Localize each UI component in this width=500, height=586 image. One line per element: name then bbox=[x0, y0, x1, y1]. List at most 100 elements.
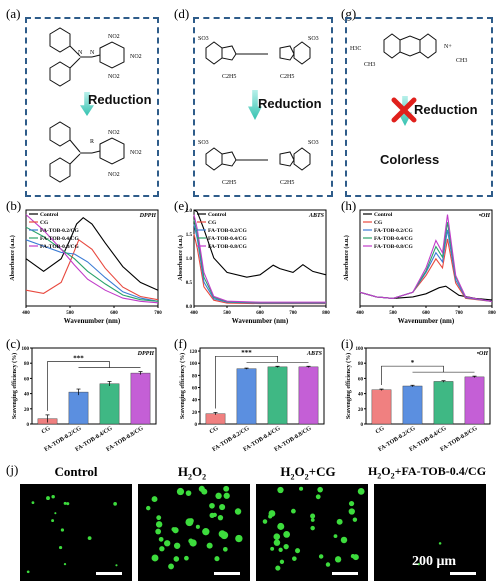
plot-frame bbox=[199, 347, 325, 425]
x-axis-label: Wavenumber (nm) bbox=[398, 317, 455, 325]
reduction-label-a: Reduction bbox=[88, 92, 152, 107]
micrograph-h2o2-cg bbox=[256, 484, 368, 581]
fluorescent-cell bbox=[158, 536, 164, 542]
fluorescent-cell bbox=[333, 534, 338, 539]
c2h5-label: C2H5 bbox=[222, 180, 236, 186]
x-tick-label: 700 bbox=[289, 311, 297, 316]
y-axis-label: Scavenging efficiency (%) bbox=[179, 353, 186, 419]
fluorescent-cell bbox=[156, 515, 162, 521]
panel-label-c: (c) bbox=[6, 336, 21, 351]
fluorescent-cell bbox=[51, 519, 55, 523]
panel-label-j: (j) bbox=[6, 462, 19, 477]
series-line-Control bbox=[193, 209, 327, 278]
legend-entry: FA-TOB-0.2/CG bbox=[40, 228, 79, 234]
legend-entry: FA-TOB-0.8/CG bbox=[40, 244, 79, 250]
bar-FA-TOB-0.4/CG bbox=[99, 383, 120, 425]
micrograph-title-h2o2-cg: H2O2+CG bbox=[280, 464, 336, 482]
y-tick-label: 0 bbox=[27, 423, 30, 428]
y-axis-label: Absorbance (a.u.) bbox=[9, 235, 16, 281]
x-tick-label: 700 bbox=[154, 311, 162, 316]
chart-title: ABTS bbox=[308, 213, 325, 219]
scale-bar-label: 200 μm bbox=[412, 554, 457, 569]
y-tick-label: 2.0 bbox=[186, 209, 193, 214]
fluorescent-cell bbox=[318, 554, 324, 559]
fluorescent-cell bbox=[185, 490, 192, 496]
fluorescent-cell bbox=[234, 508, 242, 515]
y-tick-label: 100 bbox=[22, 347, 30, 352]
fluorescent-cell bbox=[350, 553, 356, 559]
fluorescent-cell bbox=[268, 514, 273, 519]
x-tick-label: 500 bbox=[223, 311, 231, 316]
y-axis-label: Scavenging efficiency (%) bbox=[345, 353, 352, 419]
y-tick-label: 1.5 bbox=[186, 233, 193, 238]
fluorescent-cell bbox=[310, 518, 315, 522]
fluorescent-cell bbox=[299, 486, 304, 491]
scheme-box-d bbox=[193, 17, 333, 197]
series-line-FA-TOB-0.4/CG bbox=[359, 222, 493, 302]
chart-title: ABTS bbox=[306, 351, 323, 357]
bar-FA-TOB-0.2/CG bbox=[68, 391, 89, 425]
y-tick-label: 60 bbox=[24, 377, 30, 382]
so3-label: SO3 bbox=[198, 140, 209, 146]
bar-FA-TOB-0.8/CG bbox=[464, 376, 485, 425]
fluorescent-cell bbox=[115, 564, 118, 567]
legend-entry: CG bbox=[374, 220, 383, 226]
fluorescent-cell bbox=[219, 504, 226, 511]
micrograph-title-h2o2: H2O2 bbox=[177, 464, 207, 482]
chart-title: DPPH bbox=[139, 213, 157, 219]
y-axis-label: Scavenging efficiency (%) bbox=[11, 353, 18, 419]
y-tick-label: 80 bbox=[192, 374, 198, 379]
fluorescent-cell bbox=[295, 548, 301, 554]
significance-label: *** bbox=[73, 355, 84, 363]
series-line-FA-TOB-0.8/CG bbox=[359, 214, 493, 302]
category-label: CG bbox=[209, 425, 220, 435]
scale-bar bbox=[450, 572, 476, 575]
series-line-FA-TOB-0.2/CG bbox=[25, 239, 159, 302]
chart-title: •OH bbox=[477, 351, 488, 357]
legend-entry: FA-TOB-0.2/CG bbox=[374, 228, 413, 234]
fluorescent-cell bbox=[164, 540, 171, 547]
x-tick-label: 600 bbox=[110, 311, 118, 316]
fluorescent-cell bbox=[63, 562, 67, 566]
fluorescent-cell bbox=[273, 539, 281, 546]
y-tick-label: 40 bbox=[358, 393, 364, 398]
bar-FA-TOB-0.4/CG bbox=[433, 381, 454, 425]
y-tick-label: 80 bbox=[24, 362, 30, 367]
y-tick-label: 0.0 bbox=[186, 305, 193, 310]
no2-label: NO2 bbox=[108, 130, 120, 136]
fluorescent-cell bbox=[173, 556, 180, 562]
plot-frame bbox=[25, 209, 159, 307]
significance-bracket bbox=[47, 361, 110, 411]
fluorescent-cell bbox=[176, 487, 185, 496]
fluorescent-cell bbox=[279, 559, 285, 564]
fluorescent-cell bbox=[310, 513, 316, 519]
so3-label: SO3 bbox=[308, 36, 319, 42]
dpph-structure-top: N N NO2 NO2 NO2 bbox=[49, 27, 142, 87]
x-tick-label: 500 bbox=[389, 311, 397, 316]
micrograph-h2o2 bbox=[138, 484, 250, 581]
scale-bar bbox=[214, 572, 240, 575]
y-tick-label: 20 bbox=[24, 408, 30, 413]
fluorescent-cell bbox=[87, 536, 92, 541]
oh-absorbance-chart: 400 500 600 700 800 Wavenumber (nm) Absorbance… bbox=[343, 209, 496, 325]
series-line-FA-TOB-0.8/CG bbox=[25, 214, 159, 304]
significance-bracket bbox=[381, 365, 444, 386]
colorless-label: Colorless bbox=[380, 152, 440, 167]
x-tick-label: 400 bbox=[22, 311, 30, 316]
micrograph-control bbox=[20, 484, 132, 581]
plot-frame bbox=[365, 347, 491, 425]
fluorescent-cell bbox=[310, 525, 315, 531]
scheme-box-g bbox=[345, 17, 493, 197]
fluorescent-cell bbox=[317, 486, 323, 493]
fluorescent-cell bbox=[291, 508, 296, 514]
panel-label-i: (i) bbox=[341, 336, 354, 351]
micrograph-title-h2o2-fatob: H2O2+FA-TOB-0.4/CG bbox=[367, 464, 487, 481]
x-tick-label: 400 bbox=[190, 311, 198, 316]
x-tick-label: 500 bbox=[66, 311, 74, 316]
fluorescent-cell bbox=[46, 496, 50, 501]
y-tick-label: 0 bbox=[195, 423, 198, 428]
series-line-FA-TOB-0.8/CG bbox=[193, 214, 326, 303]
significance-label: * bbox=[411, 359, 415, 367]
y-tick-label: 60 bbox=[192, 387, 198, 392]
fluorescent-cell bbox=[188, 538, 194, 544]
